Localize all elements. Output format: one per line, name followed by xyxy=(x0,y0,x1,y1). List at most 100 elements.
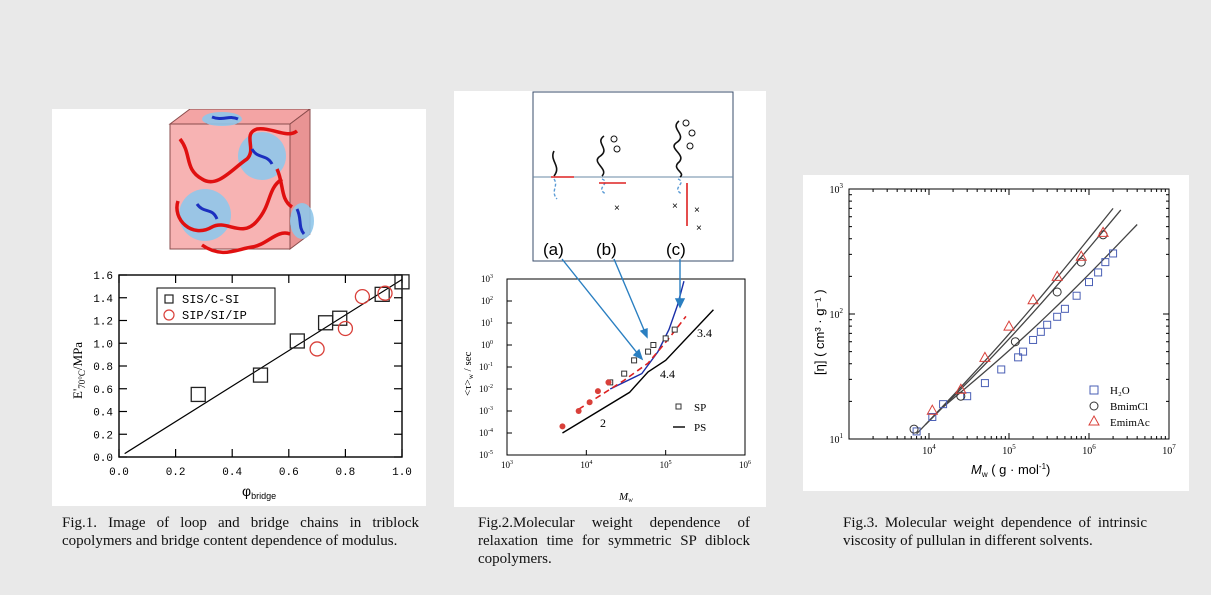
inset-schematic: × × × × (a) (b) (c) xyxy=(532,91,734,262)
inset-label-b: (b) xyxy=(596,240,617,259)
h2o-marker xyxy=(1043,320,1052,329)
x-tick-label: 103 xyxy=(501,460,513,470)
legend-label-series-2: SIP/SI/IP xyxy=(182,309,247,323)
fit-lines xyxy=(916,207,1138,435)
slope-label-3-4: 3.4 xyxy=(697,326,712,340)
fit-line xyxy=(924,209,1122,426)
h2o-marker xyxy=(1085,278,1093,287)
sp-marker xyxy=(621,370,628,377)
emimac-marker xyxy=(926,404,939,415)
h2o-marker xyxy=(1029,335,1038,344)
h2o-marker xyxy=(1101,258,1110,267)
y-tick-labels: 101 102 103 xyxy=(830,182,844,446)
sp-marker xyxy=(662,335,669,342)
bmimcl-marker xyxy=(1076,257,1086,267)
y-tick-labels: 0.0 0.2 0.4 0.6 0.8 1.0 1.2 1.4 1.6 xyxy=(93,271,113,465)
y-tick-label: 100 xyxy=(481,340,493,350)
h2o-marker xyxy=(1014,353,1023,362)
figure-3-svg: 104 105 106 107 101 102 103 H₂O BmimCl EmimAc… xyxy=(812,182,1176,479)
x-tick-labels: 103 104 105 106 xyxy=(501,460,751,470)
h2o-marker xyxy=(1094,268,1103,277)
x-axis-label: Mw xyxy=(618,491,633,504)
y-tick-label: 103 xyxy=(830,182,844,196)
bmimcl-marker xyxy=(1052,287,1062,297)
figure-2-panel: × × × × (a) (b) (c) 103 104 105 106 10-5 10-4 1… xyxy=(454,91,766,507)
y-tick-label: 0.6 xyxy=(93,385,113,397)
h2o-marker xyxy=(912,427,921,436)
y-tick-labels: 10-5 10-4 10-3 10-2 10-1 100 101 102 103 xyxy=(479,274,493,460)
svg-text:×: × xyxy=(672,201,678,212)
y-tick-label: 102 xyxy=(830,307,844,321)
y-tick-label: 1.0 xyxy=(93,339,113,351)
bmimcl-marker xyxy=(909,424,919,434)
x-axis-label: φbridge xyxy=(242,483,276,501)
fit-line xyxy=(124,279,403,455)
legend-label-sp: SP xyxy=(694,402,706,414)
red-dot-marker xyxy=(559,423,566,430)
x-tick-labels: 0.0 0.2 0.4 0.6 0.8 1.0 xyxy=(109,467,412,479)
bmimcl-marker xyxy=(956,391,966,401)
square-marker xyxy=(394,274,410,290)
legend-label-series-1: SIS/C-SI xyxy=(182,293,240,307)
emimac-marker xyxy=(1003,320,1015,331)
emimac-marker xyxy=(954,383,967,394)
legend-emimac-marker xyxy=(1088,414,1100,426)
x-tick-label: 0.6 xyxy=(279,467,299,479)
x-tick-label: 0.8 xyxy=(335,467,355,479)
svg-text:×: × xyxy=(694,205,700,216)
figure-1-svg: 0.0 0.2 0.4 0.6 0.8 1.0 0.0 0.2 0.4 0.6 0.8 1.0 1.2… xyxy=(70,108,412,501)
y-axis-label: E'70°C/MPa xyxy=(70,342,87,399)
inset-arrows xyxy=(561,258,686,361)
h2o-marker xyxy=(1053,312,1062,321)
emimac-marker xyxy=(979,351,991,362)
red-dot-marker xyxy=(594,388,601,395)
triblock-cube-illustration xyxy=(168,108,314,255)
h2o-marker xyxy=(939,400,948,409)
x-tick-label: 1.0 xyxy=(392,467,412,479)
h2o-marker xyxy=(963,392,972,401)
legend-square-marker xyxy=(164,294,174,304)
y-tick-label: 101 xyxy=(481,318,493,328)
x-tick-label: 106 xyxy=(739,460,751,470)
y-tick-label: 10-2 xyxy=(479,384,493,394)
x-tick-label: 104 xyxy=(580,460,592,470)
x-tick-label: 106 xyxy=(1082,443,1096,457)
y-tick-label: 0.0 xyxy=(93,453,113,465)
fit-line xyxy=(916,207,1114,435)
fit-line xyxy=(942,224,1138,408)
legend-label-ps: PS xyxy=(694,422,706,434)
h2o-marker xyxy=(997,365,1006,374)
y-tick-label: 1.2 xyxy=(93,317,113,329)
sp-marker xyxy=(671,326,678,333)
figure-2-svg: × × ×× (a) (b) (c) 103 104 105 106 10-510-41… xyxy=(462,91,751,504)
y-tick-label: 10-1 xyxy=(479,362,493,372)
legend-h2o-marker xyxy=(1089,385,1099,395)
axis-ticks xyxy=(506,278,746,456)
figure-3-caption: Fig.3. Molecular weight dependence of in… xyxy=(843,515,1147,549)
x-tick-label: 104 xyxy=(922,443,936,457)
y-axis-label: <τ>w / sec xyxy=(462,351,475,396)
red-dot-marker xyxy=(586,399,593,406)
x-tick-label: 105 xyxy=(660,460,672,470)
h2o-marker xyxy=(1019,347,1028,356)
y-axis-label: [η] ( cm³ · g⁻¹ ) xyxy=(812,289,827,375)
axis-ticks xyxy=(118,274,403,458)
data-points xyxy=(559,326,678,430)
legend: SIS/C-SI SIP/SI/IP xyxy=(156,287,276,325)
x-tick-label: 107 xyxy=(1162,443,1176,457)
slope-label-2: 2 xyxy=(600,416,606,430)
h2o-marker xyxy=(1109,249,1118,258)
h2o-marker xyxy=(980,379,989,388)
sp-marker xyxy=(645,348,652,355)
sp-marker xyxy=(631,357,638,364)
y-tick-label: 103 xyxy=(481,274,493,284)
bmimcl-marker xyxy=(1010,337,1020,347)
x-tick-label: 0.0 xyxy=(109,467,129,479)
inset-label-a: (a) xyxy=(543,240,564,259)
inset-label-c: (c) xyxy=(666,240,686,259)
ps-line xyxy=(562,309,714,434)
data-points xyxy=(190,274,410,403)
emimac-marker xyxy=(1027,293,1039,305)
y-tick-label: 1.6 xyxy=(93,271,113,283)
legend: SP PS xyxy=(673,402,706,434)
